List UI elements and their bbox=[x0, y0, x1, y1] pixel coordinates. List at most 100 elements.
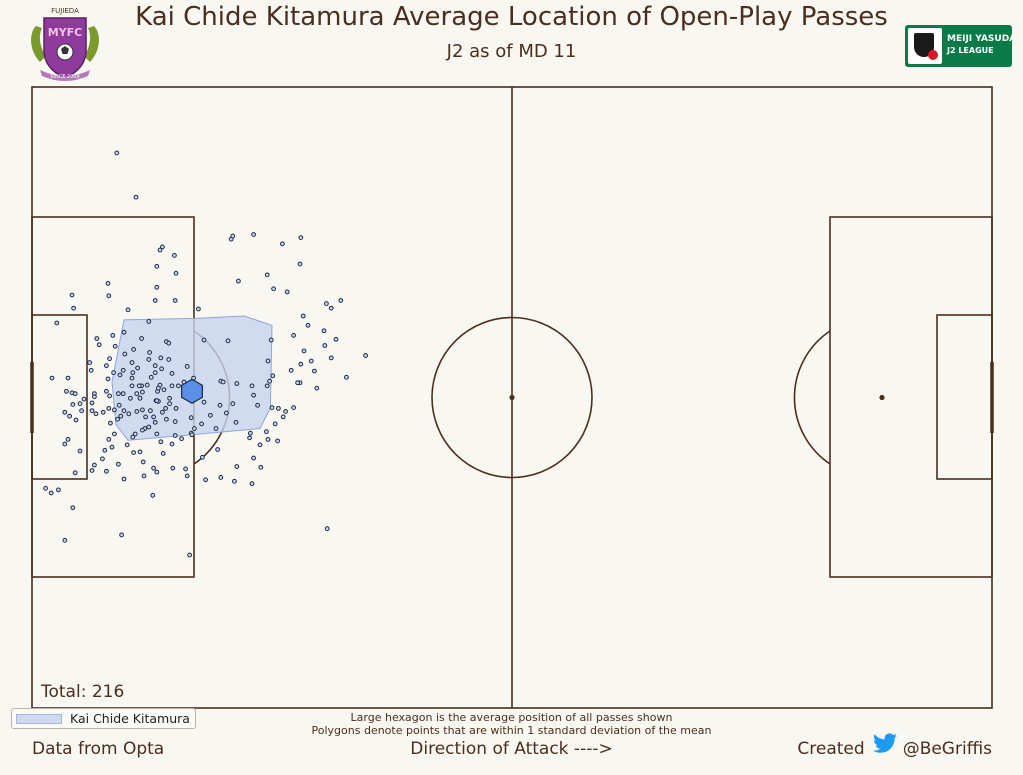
pass-point bbox=[48, 490, 54, 496]
pass-point bbox=[112, 431, 117, 437]
pass-point bbox=[300, 313, 306, 319]
pass-point bbox=[139, 336, 145, 341]
pass-point bbox=[116, 402, 122, 408]
pass-point bbox=[276, 405, 281, 411]
pass-point bbox=[154, 431, 160, 437]
pass-point bbox=[141, 473, 147, 479]
centre-spot bbox=[509, 394, 515, 401]
pass-point bbox=[120, 367, 126, 373]
pass-point bbox=[264, 383, 270, 389]
pass-point bbox=[154, 284, 160, 290]
pass-point bbox=[187, 552, 193, 558]
pass-point bbox=[363, 353, 369, 358]
pass-point bbox=[143, 414, 149, 420]
pass-point bbox=[96, 342, 102, 348]
credit: Created @BeGriffis bbox=[797, 733, 992, 759]
pass-point bbox=[269, 405, 275, 410]
pass-point bbox=[70, 505, 76, 511]
pass-point bbox=[122, 351, 128, 357]
pass-point bbox=[67, 413, 72, 419]
pass-point bbox=[129, 375, 135, 381]
pass-point bbox=[115, 416, 120, 422]
pass-point bbox=[112, 407, 117, 413]
pass-point bbox=[166, 340, 172, 346]
pass-point bbox=[118, 413, 124, 419]
pass-point bbox=[338, 298, 344, 303]
pass-point bbox=[192, 426, 197, 431]
pass-point bbox=[81, 396, 87, 402]
pass-point bbox=[215, 447, 221, 452]
pass-point bbox=[114, 150, 120, 156]
pass-point bbox=[270, 373, 276, 379]
pass-point bbox=[120, 391, 126, 397]
pass-point bbox=[71, 305, 76, 311]
twitter-bird-icon bbox=[872, 733, 897, 753]
pass-point bbox=[172, 253, 177, 258]
pass-point bbox=[49, 375, 55, 381]
pass-point bbox=[43, 485, 48, 491]
pass-point bbox=[247, 435, 253, 441]
pass-point bbox=[148, 408, 153, 414]
pass-point bbox=[140, 389, 145, 395]
pass-point bbox=[179, 436, 185, 442]
pass-point bbox=[344, 374, 349, 380]
note-hexagon: Large hexagon is the average position of… bbox=[350, 711, 673, 724]
pass-point bbox=[169, 383, 175, 389]
credit-handle: @BeGriffis bbox=[902, 739, 992, 759]
pass-point bbox=[271, 286, 277, 292]
pass-point bbox=[134, 409, 140, 414]
pass-point bbox=[124, 442, 130, 448]
pass-point bbox=[160, 450, 166, 456]
pass-point bbox=[77, 401, 83, 407]
pass-point bbox=[100, 456, 105, 462]
pass-point bbox=[94, 336, 100, 341]
pass-point bbox=[213, 426, 219, 431]
pass-point bbox=[301, 348, 307, 354]
pass-point bbox=[188, 415, 194, 421]
pass-point bbox=[283, 409, 289, 414]
pass-point bbox=[324, 526, 330, 532]
pass-point bbox=[167, 395, 173, 401]
pass-point bbox=[264, 272, 270, 278]
crest-top-text: FUJIEDA bbox=[51, 7, 79, 15]
pass-point bbox=[128, 395, 133, 401]
pass-point bbox=[140, 407, 145, 413]
pass-point bbox=[298, 361, 304, 367]
pass-point bbox=[280, 241, 285, 247]
pass-point bbox=[92, 462, 97, 468]
pass-point bbox=[176, 383, 181, 389]
j2-league-logo: MEIJI YASUDA J2 LEAGUE bbox=[905, 25, 1016, 67]
pass-point bbox=[230, 233, 236, 239]
pass-point bbox=[65, 375, 71, 381]
pass-point bbox=[172, 419, 178, 424]
total-passes-label: Total: 216 bbox=[41, 682, 125, 702]
pass-point bbox=[135, 365, 141, 371]
pass-point bbox=[133, 194, 139, 200]
pass-point bbox=[173, 270, 179, 276]
pass-point bbox=[258, 464, 264, 470]
pass-point bbox=[136, 383, 142, 389]
pass-point bbox=[134, 391, 140, 397]
pass-point bbox=[152, 370, 158, 376]
pass-point bbox=[284, 289, 290, 295]
pass-point bbox=[148, 374, 154, 380]
pass-point bbox=[257, 442, 263, 448]
pass-point bbox=[110, 333, 116, 338]
pass-point bbox=[89, 468, 95, 473]
pass-point bbox=[106, 405, 112, 411]
j-league-badge-icon bbox=[908, 28, 942, 64]
pass-point bbox=[70, 402, 76, 407]
pass-point bbox=[140, 459, 146, 465]
pass-point bbox=[89, 408, 95, 414]
pass-point bbox=[314, 385, 320, 391]
data-source-label: Data from Opta bbox=[32, 739, 165, 759]
pass-point bbox=[105, 376, 111, 382]
pass-point bbox=[116, 461, 121, 467]
pass-point bbox=[158, 355, 164, 361]
pass-point bbox=[154, 398, 160, 404]
pass-point bbox=[92, 394, 97, 400]
pass-point bbox=[104, 388, 109, 394]
pass-point bbox=[150, 492, 156, 498]
pass-point bbox=[77, 448, 83, 454]
pass-point bbox=[265, 358, 271, 364]
